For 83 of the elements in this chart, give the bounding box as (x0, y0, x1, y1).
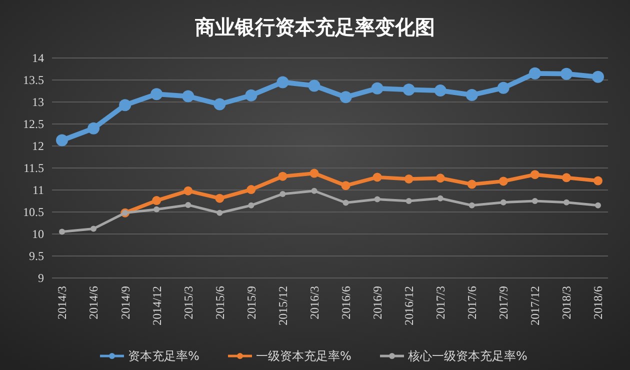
legend-label: 一级资本充足率% (256, 349, 352, 364)
point (342, 200, 349, 206)
x-tick-label: 2015/6 (212, 286, 227, 320)
x-tick-label: 2016/6 (338, 286, 353, 320)
point (276, 76, 289, 88)
x-tick-label: 2015/9 (244, 286, 258, 320)
y-tick-label: 14 (32, 51, 44, 66)
point (278, 172, 288, 181)
point (214, 98, 226, 110)
point (90, 226, 97, 232)
x-tick-label: 2014/12 (150, 286, 164, 326)
y-tick-label: 11.5 (23, 161, 44, 176)
legend-label: 核心一级资本充足率% (407, 349, 528, 364)
point (184, 186, 193, 196)
y-tick-label: 13 (32, 95, 44, 110)
point (308, 80, 320, 92)
point (562, 173, 571, 182)
x-tick-label: 2016/9 (370, 286, 384, 320)
point (150, 88, 163, 100)
point (466, 88, 478, 101)
x-tick-label: 2015/3 (181, 286, 196, 320)
point (563, 199, 570, 206)
x-tick-label: 2018/6 (591, 286, 606, 320)
point (245, 89, 258, 102)
point (185, 202, 192, 208)
point (402, 84, 415, 96)
point (592, 70, 604, 83)
y-tick-label: 12 (32, 139, 44, 154)
point (497, 82, 510, 94)
point (528, 67, 541, 80)
x-tick-label: 2016/12 (402, 286, 416, 326)
x-tick-label: 2017/6 (465, 286, 480, 320)
point (311, 188, 318, 194)
x-tick-label: 2014/3 (55, 286, 70, 320)
x-tick-label: 2016/3 (307, 286, 322, 320)
point (152, 196, 162, 206)
point (500, 199, 506, 206)
x-tick-label: 2017/3 (434, 286, 448, 320)
y-tick-label: 11 (32, 183, 44, 198)
point (182, 90, 194, 102)
point (560, 68, 572, 80)
point (371, 82, 384, 94)
point (434, 84, 446, 97)
y-tick-label: 9 (38, 271, 44, 286)
legend-label: 资本充足率% (128, 349, 200, 364)
point (406, 198, 412, 204)
point (246, 185, 256, 194)
point (248, 202, 254, 208)
point (310, 168, 319, 178)
point (341, 181, 350, 190)
point (404, 174, 414, 184)
point (437, 195, 444, 202)
x-tick-label: 2018/3 (560, 286, 574, 320)
point (340, 91, 352, 104)
point (216, 210, 223, 216)
x-tick-label: 2017/12 (528, 286, 542, 326)
point (467, 180, 476, 189)
point (595, 202, 601, 208)
point (594, 176, 602, 186)
point (530, 170, 540, 180)
y-tick-label: 13.5 (23, 73, 44, 88)
point (374, 196, 380, 202)
point (59, 228, 65, 235)
point (436, 174, 445, 183)
point (119, 99, 132, 112)
point (56, 134, 68, 146)
x-tick-label: 2015/12 (276, 286, 290, 326)
x-tick-label: 2017/9 (496, 286, 511, 320)
x-tick-label: 2014/9 (118, 286, 132, 320)
point (280, 190, 286, 197)
point (154, 206, 160, 212)
point (468, 202, 475, 208)
point (88, 122, 100, 134)
y-tick-label: 10 (32, 227, 44, 242)
point (215, 194, 224, 203)
y-tick-label: 9.5 (29, 249, 44, 264)
point (532, 198, 538, 204)
y-tick-label: 10.5 (23, 205, 44, 220)
chart-title: 商业银行资本充足率变化图 (194, 15, 435, 39)
y-tick-label: 12.5 (23, 117, 44, 132)
point (372, 172, 382, 182)
point (498, 176, 508, 186)
x-tick-label: 2014/6 (86, 286, 101, 320)
